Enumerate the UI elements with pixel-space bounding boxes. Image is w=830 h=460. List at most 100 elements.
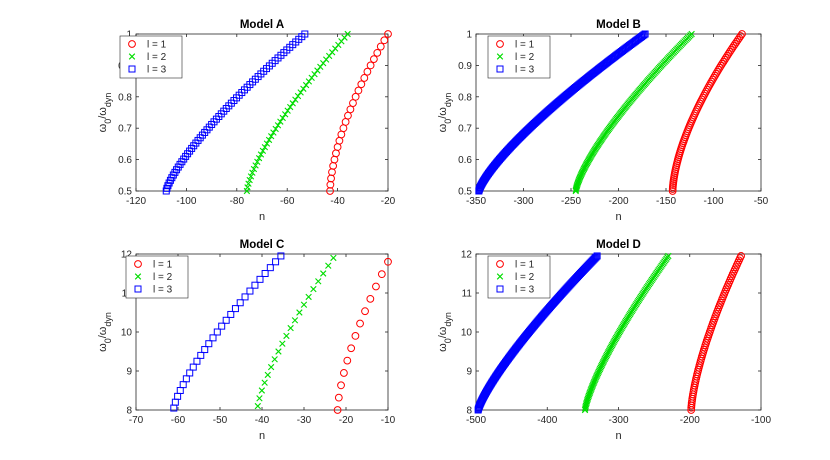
data-point bbox=[284, 107, 291, 114]
data-point bbox=[289, 100, 296, 107]
y-tick-label: 0.7 bbox=[458, 124, 472, 135]
data-point bbox=[351, 92, 360, 101]
data-point bbox=[189, 363, 197, 371]
y-tick-label: 0.8 bbox=[458, 92, 472, 103]
y-axis-label: ω0/ωdyn bbox=[97, 312, 113, 352]
data-point bbox=[193, 357, 201, 365]
legend-label: l = 2 bbox=[515, 52, 535, 63]
chart-title: Model B bbox=[596, 19, 641, 31]
data-point bbox=[733, 36, 742, 44]
x-tick-label: -50 bbox=[754, 196, 769, 207]
data-point bbox=[333, 406, 342, 414]
data-point bbox=[259, 147, 267, 155]
x-axis-label: n bbox=[259, 211, 265, 223]
x-tick-label: -400 bbox=[537, 415, 557, 426]
legend-label: l = 3 bbox=[515, 285, 535, 296]
data-point bbox=[702, 87, 710, 96]
legend-label: l = 1 bbox=[515, 260, 535, 271]
y-tick-label: 0.6 bbox=[458, 155, 472, 166]
data-point bbox=[340, 369, 348, 377]
data-point bbox=[245, 180, 252, 187]
data-point bbox=[688, 30, 695, 38]
data-point bbox=[639, 32, 647, 40]
data-point bbox=[291, 317, 299, 324]
data-point bbox=[305, 293, 312, 301]
data-point bbox=[301, 30, 309, 38]
legend-marker bbox=[496, 273, 504, 280]
data-point bbox=[272, 258, 280, 266]
y-tick-label: 10 bbox=[121, 328, 133, 339]
legend-box bbox=[487, 255, 551, 299]
data-point bbox=[337, 381, 345, 390]
data-point bbox=[246, 176, 253, 184]
chart-title: Model A bbox=[240, 19, 284, 31]
data-point bbox=[256, 275, 264, 283]
data-point bbox=[254, 402, 261, 410]
data-point bbox=[311, 70, 318, 78]
series-circle bbox=[333, 257, 392, 414]
data-point bbox=[384, 30, 392, 38]
data-point bbox=[287, 324, 294, 332]
legend-label: l = 1 bbox=[147, 40, 167, 51]
x-tick-label: -10 bbox=[381, 415, 396, 426]
data-point bbox=[283, 332, 290, 340]
data-point bbox=[247, 173, 255, 180]
legend-marker bbox=[128, 53, 136, 60]
data-point bbox=[701, 89, 709, 98]
data-point bbox=[252, 162, 259, 169]
data-point bbox=[707, 77, 716, 86]
data-point bbox=[380, 36, 389, 45]
data-point bbox=[305, 78, 313, 85]
data-point bbox=[711, 71, 719, 80]
data-point bbox=[731, 40, 740, 48]
data-point bbox=[347, 344, 356, 353]
data-point bbox=[279, 114, 286, 122]
data-point bbox=[705, 81, 714, 90]
series-circle bbox=[687, 252, 745, 414]
y-tick-label: 8 bbox=[126, 406, 132, 417]
x-tick-label: -40 bbox=[255, 415, 270, 426]
data-point bbox=[241, 293, 249, 301]
x-tick-label: -60 bbox=[280, 196, 295, 207]
data-point bbox=[641, 30, 649, 38]
data-point bbox=[736, 32, 745, 40]
data-point bbox=[244, 184, 251, 191]
data-point bbox=[249, 169, 256, 176]
data-point bbox=[712, 69, 721, 78]
series-x bbox=[581, 252, 672, 414]
data-point bbox=[263, 140, 271, 147]
y-tick-label: 0.7 bbox=[118, 124, 132, 135]
x-axis-label: n bbox=[615, 211, 621, 223]
data-point bbox=[266, 264, 274, 272]
data-point bbox=[709, 73, 718, 82]
data-point bbox=[372, 282, 380, 291]
y-tick-label: 0.6 bbox=[118, 155, 132, 166]
y-axis-label: ω0/ωdyn bbox=[437, 312, 453, 352]
data-point bbox=[717, 61, 725, 70]
data-point bbox=[330, 254, 337, 262]
series-square bbox=[475, 30, 649, 195]
data-point bbox=[354, 86, 363, 95]
data-point bbox=[296, 309, 303, 316]
legend-label: l = 1 bbox=[153, 260, 173, 271]
legend-label: l = 2 bbox=[147, 52, 167, 63]
data-point bbox=[720, 55, 729, 64]
data-point bbox=[268, 133, 275, 140]
data-point bbox=[231, 305, 239, 313]
data-point bbox=[361, 307, 369, 316]
legend-marker bbox=[134, 285, 142, 293]
x-tick-label: -300 bbox=[608, 415, 628, 426]
data-point bbox=[302, 81, 310, 89]
chart-title: Model C bbox=[240, 239, 285, 251]
data-point bbox=[357, 80, 366, 89]
x-tick-label: -120 bbox=[126, 196, 146, 207]
data-point bbox=[197, 351, 205, 359]
data-point bbox=[725, 47, 734, 56]
x-tick-label: -200 bbox=[608, 196, 628, 207]
data-point bbox=[201, 346, 209, 354]
data-point bbox=[315, 278, 322, 285]
x-tick-label: -100 bbox=[751, 415, 771, 426]
data-point bbox=[308, 74, 315, 82]
data-point bbox=[236, 299, 244, 307]
